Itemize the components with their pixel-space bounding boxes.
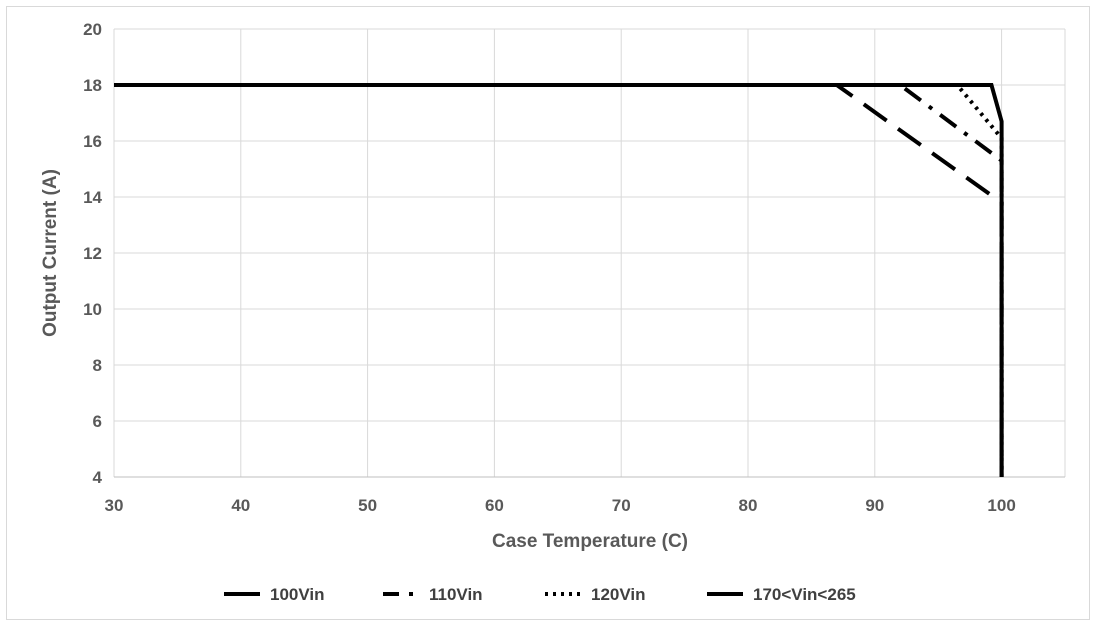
y-tick-label: 6 (93, 412, 102, 431)
series-line-solid (114, 83, 1004, 477)
legend-label: 100Vin (270, 585, 325, 604)
x-tick-label: 70 (612, 496, 631, 515)
series-lines (114, 83, 1004, 477)
legend-label: 120Vin (591, 585, 646, 604)
series-line-dash-dot (114, 83, 1004, 477)
x-tick-label: 40 (231, 496, 250, 515)
x-tick-label: 50 (358, 496, 377, 515)
x-tick-label: 60 (485, 496, 504, 515)
y-tick-label: 16 (83, 132, 102, 151)
legend-label: 110Vin (429, 585, 483, 604)
derating-chart: 4 6 8 10 12 14 16 18 20 30 40 50 60 70 80 90 100 Case Te… (40, 20, 1066, 604)
y-tick-label: 8 (93, 356, 102, 375)
tick-labels: 4 6 8 10 12 14 16 18 20 30 40 50 60 70 80 90 100 (83, 20, 1016, 515)
legend-label: 170<Vin<265 (753, 585, 856, 604)
x-tick-label: 80 (739, 496, 758, 515)
y-tick-label: 18 (83, 76, 102, 95)
chart-container: 4 6 8 10 12 14 16 18 20 30 40 50 60 70 80 90 100 Case Te… (6, 6, 1090, 620)
y-tick-label: 10 (83, 300, 102, 319)
x-tick-label: 100 (987, 496, 1015, 515)
y-axis-title: Output Current (A) (40, 169, 61, 337)
y-tick-label: 14 (83, 188, 102, 207)
legend: 100Vin 110Vin 120Vin 170<Vin<265 (224, 585, 856, 604)
x-tick-label: 30 (105, 496, 124, 515)
series-line-long-dash (114, 83, 1004, 477)
gridlines (113, 28, 1066, 478)
series-line-dotted (114, 83, 1004, 477)
y-tick-label: 12 (83, 244, 102, 263)
y-tick-label: 4 (93, 468, 103, 487)
y-tick-label: 20 (83, 20, 102, 39)
x-axis-title: Case Temperature (C) (492, 531, 688, 552)
x-tick-label: 90 (865, 496, 884, 515)
